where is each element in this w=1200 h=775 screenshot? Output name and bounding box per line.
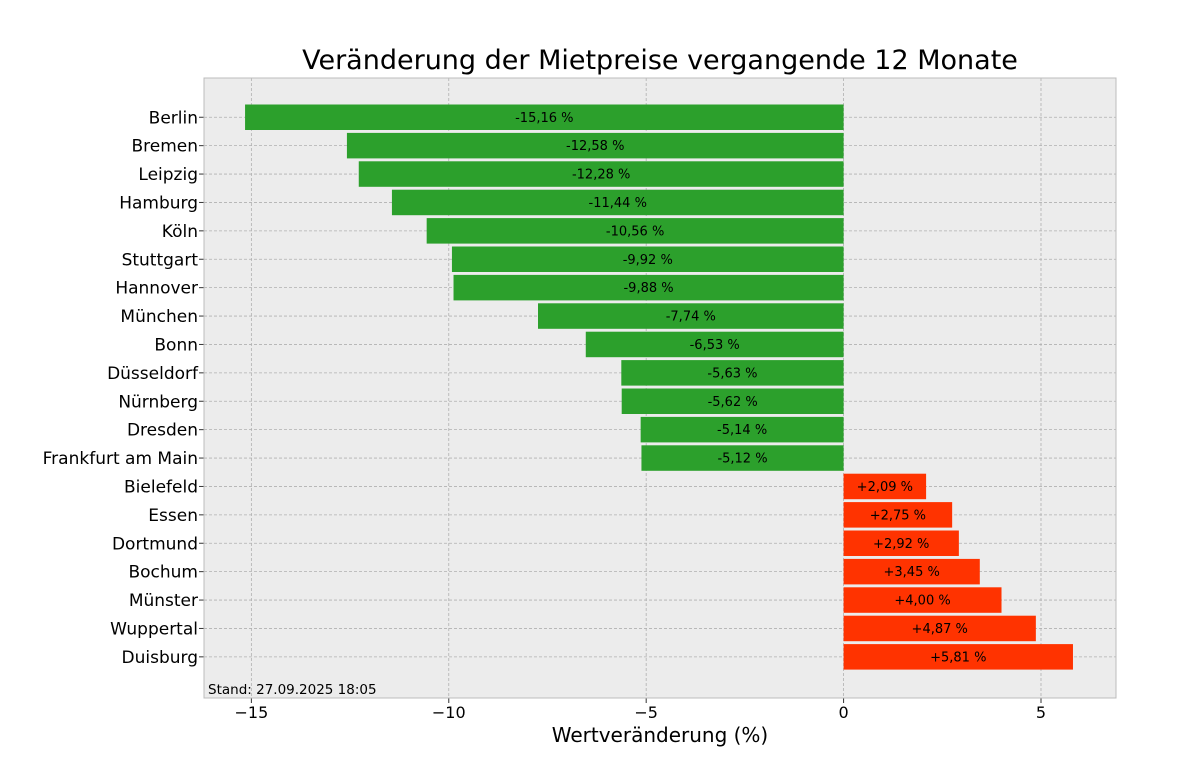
- bar-value-label: -7,74 %: [666, 310, 716, 325]
- bar-bochum: [843, 558, 980, 585]
- bar-hamburg: [391, 189, 844, 216]
- bar-bonn: [585, 331, 844, 358]
- bar-berlin: [245, 104, 844, 130]
- category-label: Düsseldorf: [107, 364, 199, 384]
- x-tick-label: −10: [432, 703, 466, 722]
- bar-value-label: -11,44 %: [589, 196, 647, 211]
- category-label: Dresden: [127, 421, 198, 441]
- bar-value-label: -5,63 %: [707, 366, 757, 381]
- category-label: Stuttgart: [122, 250, 199, 270]
- bar-bielefeld: [843, 473, 927, 500]
- x-tick-label: −5: [634, 703, 658, 722]
- category-label: Duisburg: [122, 648, 199, 668]
- category-label: Bonn: [154, 335, 198, 355]
- category-labels: Berlin Bremen Leipzig Hamburg Köln Stuttgart H…: [43, 108, 204, 668]
- bar-köln: [426, 218, 844, 244]
- category-label: Köln: [162, 222, 198, 242]
- bar-value-label: -5,12 %: [717, 452, 767, 467]
- bar-value-label: +3,45 %: [884, 565, 940, 580]
- bar-duisburg: [843, 644, 1073, 670]
- bar-bremen: [346, 132, 844, 159]
- bar-value-label: +5,81 %: [930, 650, 986, 665]
- bar-value-label: -6,53 %: [690, 338, 740, 353]
- bar-value-label: +4,00 %: [894, 594, 950, 609]
- category-label: Frankfurt am Main: [43, 449, 198, 469]
- bar-münster: [843, 587, 1002, 613]
- bar-wuppertal: [843, 615, 1036, 642]
- category-label: Hamburg: [119, 193, 198, 213]
- bar-hannover: [453, 274, 844, 301]
- category-label: Wuppertal: [110, 619, 198, 639]
- category-label: Nürnberg: [118, 392, 198, 412]
- bar-nürnberg: [621, 388, 844, 414]
- bar-value-label: +4,87 %: [912, 622, 968, 637]
- bar-essen: [843, 502, 953, 528]
- bar-dresden: [640, 416, 844, 443]
- category-label: Münster: [129, 591, 198, 611]
- plot-frame: [203, 77, 1117, 699]
- x-tick-label: 0: [838, 703, 848, 722]
- bar-value-label: -9,88 %: [623, 281, 673, 296]
- bar-münchen: [538, 303, 844, 329]
- bar-value-label: -5,14 %: [717, 423, 767, 438]
- category-label: Bremen: [131, 137, 198, 157]
- category-label: Berlin: [149, 108, 198, 128]
- bar-düsseldorf: [621, 360, 844, 386]
- bar-leipzig: [358, 161, 844, 187]
- bar-value-label: -9,92 %: [623, 253, 673, 268]
- category-label: Hannover: [115, 279, 198, 299]
- category-label: Bochum: [128, 563, 198, 583]
- category-label: München: [120, 307, 198, 327]
- bar-value-label: -12,28 %: [572, 168, 630, 183]
- bar-dortmund: [843, 530, 959, 556]
- x-axis-ticks: −15 −10 −5 0 5: [234, 698, 1046, 722]
- timestamp-annotation: Stand: 27.09.2025 18:05: [208, 682, 377, 698]
- bar-value-label: -12,58 %: [566, 139, 624, 154]
- x-tick-label: −15: [234, 703, 268, 722]
- bar-value-label: +2,75 %: [870, 508, 926, 523]
- bar-frankfurt-am-main: [641, 445, 844, 471]
- chart-title: Veränderung der Mietpreise vergangende 1…: [302, 45, 1018, 76]
- category-label: Bielefeld: [124, 477, 198, 497]
- category-label: Essen: [148, 506, 198, 526]
- bars: [245, 104, 1073, 670]
- category-label: Leipzig: [138, 165, 198, 185]
- bar-value-label: +2,92 %: [873, 537, 929, 552]
- x-tick-label: 5: [1036, 703, 1046, 722]
- bar-value-label: -5,62 %: [708, 395, 758, 410]
- bar-value-label: +2,09 %: [857, 480, 913, 495]
- data-labels: -15,16 % -12,58 % -12,28 % -11,44 % -10,56 %…: [515, 111, 986, 666]
- x-axis-label: Wertveränderung (%): [552, 723, 769, 747]
- bar-stuttgart: [451, 246, 844, 272]
- category-label: Dortmund: [112, 534, 198, 554]
- bar-value-label: -15,16 %: [515, 111, 573, 126]
- bar-value-label: -10,56 %: [606, 224, 664, 239]
